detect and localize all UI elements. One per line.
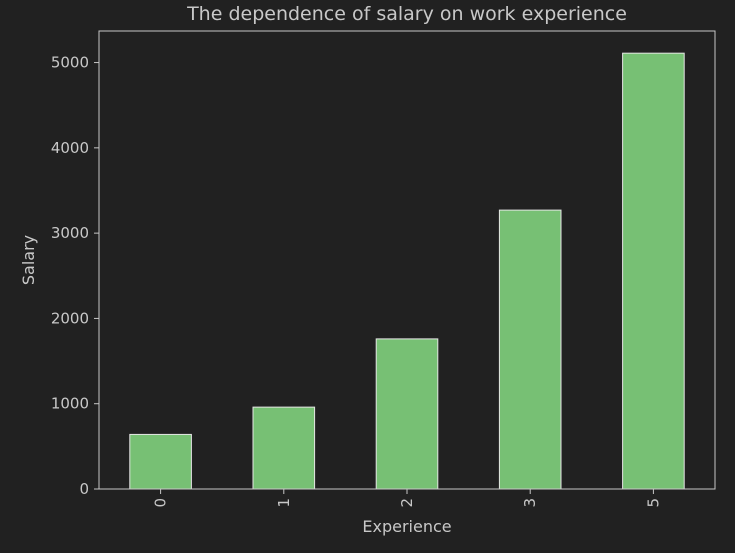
plot-frame [98, 30, 716, 490]
x-ticks-group: 0 1 2 3 5 [152, 489, 662, 508]
y-tick-label: 3000 [51, 224, 89, 242]
x-tick-label: 5 [644, 498, 662, 508]
bar-2 [375, 338, 439, 490]
y-tick-label: 1000 [51, 395, 89, 413]
bar-3 [498, 209, 562, 490]
y-tick-label: 0 [79, 480, 89, 498]
x-tick-label: 2 [398, 498, 416, 508]
y-tick-label: 5000 [51, 54, 89, 72]
bar-0 [129, 433, 192, 490]
y-axis-label: Salary [19, 235, 38, 285]
chart-title: The dependence of salary on work experie… [186, 3, 627, 25]
bars-group [129, 52, 685, 490]
x-axis-label: Experience [362, 517, 451, 536]
x-tick-label: 1 [275, 498, 293, 508]
x-tick-label: 0 [152, 498, 170, 508]
bar-5 [622, 52, 685, 490]
y-tick-label: 2000 [51, 309, 89, 327]
bar-1 [252, 406, 316, 490]
y-tick-label: 4000 [51, 139, 89, 157]
y-ticks-group: 0 1000 2000 3000 4000 5000 [51, 54, 99, 498]
x-tick-label: 3 [521, 498, 539, 508]
